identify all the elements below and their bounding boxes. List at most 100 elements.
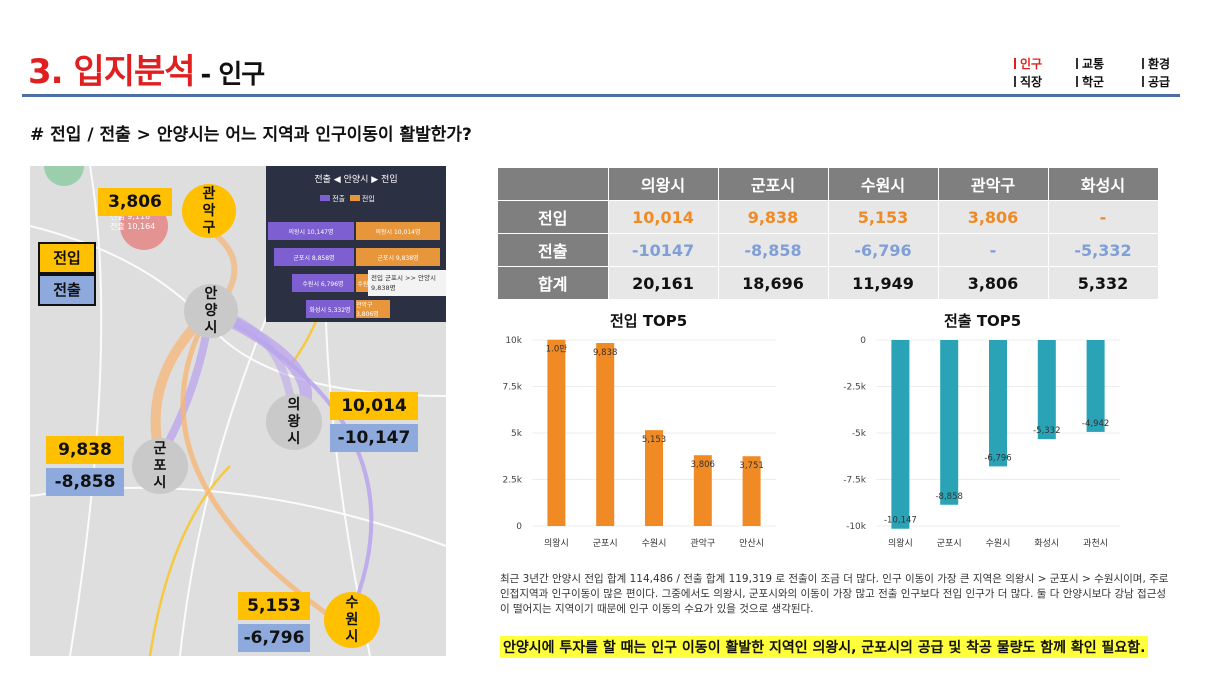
- suwon-out-value: -6,796: [238, 624, 310, 652]
- x-tick-label: 군포시: [593, 538, 618, 549]
- table-cell: -5,332: [1048, 233, 1159, 267]
- inset-bar-out: 수원시 6,796명: [292, 274, 354, 292]
- x-tick-label: 관악구: [690, 537, 715, 549]
- inset-header: 전출 ◀ 안양시 ▶ 전입: [314, 175, 398, 185]
- table-cell: 5,332: [1048, 266, 1159, 300]
- section-question: # 전입 / 전출 > 안양시는 어느 지역과 인구이동이 활발한가?: [30, 125, 472, 145]
- table-cell: 10,014: [608, 200, 719, 234]
- bar: [596, 343, 615, 526]
- bar: [891, 340, 910, 529]
- bar: [940, 340, 959, 505]
- x-tick-label: 화성시: [1034, 538, 1059, 549]
- y-tick-label: -10k: [846, 522, 867, 532]
- x-tick-label: 안산시: [739, 538, 764, 549]
- data-label: -10,147: [884, 516, 917, 526]
- x-tick-label: 의왕시: [544, 538, 569, 549]
- x-tick-label: 과천시: [1083, 538, 1108, 549]
- table-cell: 11,949: [828, 266, 939, 300]
- data-label: -8,858: [935, 492, 962, 502]
- table-row: 전입 10,014 9,838 5,153 3,806 -: [498, 200, 1159, 234]
- row-label-out: 전출: [498, 233, 609, 267]
- analysis-description: 최근 3년간 안양시 전입 합계 114,486 / 전출 합계 119,319…: [500, 573, 1169, 615]
- table-cell: 3,806: [938, 200, 1049, 234]
- table-header-cell: 관악구: [938, 168, 1049, 201]
- city-suwon: 수 원 시: [324, 592, 380, 648]
- bar: [1086, 340, 1105, 432]
- table-header-cell: 화성시: [1048, 168, 1159, 201]
- table-header-cell: 의왕시: [608, 168, 719, 201]
- table-cell: 5,153: [828, 200, 939, 234]
- nav-item-environment[interactable]: 환경: [1142, 55, 1170, 72]
- nav-item-workplace[interactable]: 직장: [1014, 73, 1042, 90]
- bar: [1037, 340, 1056, 440]
- data-label: 5,153: [642, 435, 666, 445]
- nav-item-supply[interactable]: 공급: [1142, 73, 1170, 90]
- table-cell: -: [938, 233, 1049, 267]
- data-label: 9,838: [593, 348, 617, 358]
- inset-bar-in: 의왕시 10,014명: [356, 222, 440, 240]
- inset-tooltip: 전입 군포시 >> 안양시 9,838명: [368, 270, 446, 296]
- uiwang-out-value: -10,147: [330, 424, 418, 452]
- bar: [645, 430, 663, 526]
- nav-item-transport[interactable]: 교통: [1076, 55, 1104, 72]
- gunpo-out-value: -8,858: [46, 468, 124, 496]
- nav-item-population[interactable]: 인구: [1014, 55, 1042, 72]
- chart-in-title: 전입 TOP5: [610, 312, 688, 330]
- chart-out-top5: 0 -2.5k -5k -7.5k -10k -10,147 의왕시 -8,858 군포시 -6,…: [843, 336, 1120, 549]
- y-tick-label: 7.5k: [502, 383, 522, 393]
- x-tick-label: 의왕시: [888, 538, 913, 549]
- x-tick-label: 수원시: [986, 538, 1011, 549]
- x-tick-label: 군포시: [937, 538, 962, 549]
- table-cell: 3,806: [938, 266, 1049, 300]
- inset-bar-in: 관악구 3,806명: [356, 300, 390, 318]
- city-anyang: 안 양 시: [184, 284, 238, 338]
- y-tick-label: 5k: [511, 429, 523, 439]
- inset-bar-in: 군포시 9,838명: [356, 248, 440, 266]
- chart-out-title: 전출 TOP5: [944, 312, 1022, 330]
- table-cell: -: [1048, 200, 1159, 234]
- conclusion-highlight: 안양시에 투자를 할 때는 인구 이동이 활발한 지역인 의왕시, 군포시의 공…: [500, 636, 1149, 658]
- data-label: -4,942: [1082, 419, 1109, 429]
- table-row: 합계 20,161 18,696 11,949 3,806 5,332: [498, 266, 1159, 300]
- city-gunpo: 군 포 시: [132, 438, 188, 494]
- suwon-in-value: 5,153: [238, 592, 310, 620]
- bar: [989, 340, 1007, 467]
- table-cell: -8,858: [718, 233, 829, 267]
- table-header-row: 의왕시 군포시 수원시 관악구 화성시: [498, 168, 1159, 201]
- row-label-total: 합계: [498, 266, 609, 300]
- migration-table: 의왕시 군포시 수원시 관악구 화성시 전입 10,014 9,838 5,15…: [498, 168, 1159, 300]
- y-tick-label: 2.5k: [502, 476, 522, 486]
- inset-flow-chart: 전출 ◀ 안양시 ▶ 전입 전출 전입 의왕시 10,147명 의왕시 10,0…: [266, 166, 446, 322]
- table-header-cell: [498, 168, 609, 201]
- x-tick-label: 수원시: [642, 538, 667, 549]
- data-label: 3,806: [691, 460, 715, 470]
- table-header-cell: 수원시: [828, 168, 939, 201]
- table-row: 전출 -10147 -8,858 -6,796 - -5,332: [498, 233, 1159, 267]
- table-cell: 20,161: [608, 266, 719, 300]
- table-cell: 9,838: [718, 200, 829, 234]
- y-tick-label: 10k: [505, 336, 522, 346]
- page-title: 3. 입지분석 - 인구: [28, 44, 265, 93]
- bar: [742, 456, 761, 526]
- data-label: 1.0만: [546, 345, 568, 355]
- inset-bar-out: 의왕시 10,147명: [268, 222, 354, 240]
- y-tick-label: -7.5k: [843, 476, 867, 486]
- gwanak-in-value: 3,806: [98, 188, 172, 216]
- faint-label: 전입 9,118 전출 10,164: [110, 212, 156, 231]
- legend-out: 전출: [38, 274, 96, 306]
- y-tick-label: 0: [860, 336, 866, 346]
- data-label: -5,332: [1033, 426, 1060, 436]
- uiwang-in-value: 10,014: [330, 392, 418, 420]
- city-gwanak: 관 악 구: [182, 184, 236, 238]
- page-title-main: 3. 입지분석: [28, 52, 196, 92]
- city-uiwang: 의 왕 시: [266, 394, 322, 450]
- inset-legend: 전출 전입: [320, 194, 375, 204]
- y-tick-label: -2.5k: [843, 383, 867, 393]
- row-label-in: 전입: [498, 200, 609, 234]
- nav-item-school[interactable]: 학군: [1076, 73, 1104, 90]
- inset-bar-out: 군포시 8,858명: [274, 248, 354, 266]
- table-cell: 18,696: [718, 266, 829, 300]
- data-label: 3,751: [739, 461, 763, 471]
- y-tick-label: 0: [516, 522, 522, 532]
